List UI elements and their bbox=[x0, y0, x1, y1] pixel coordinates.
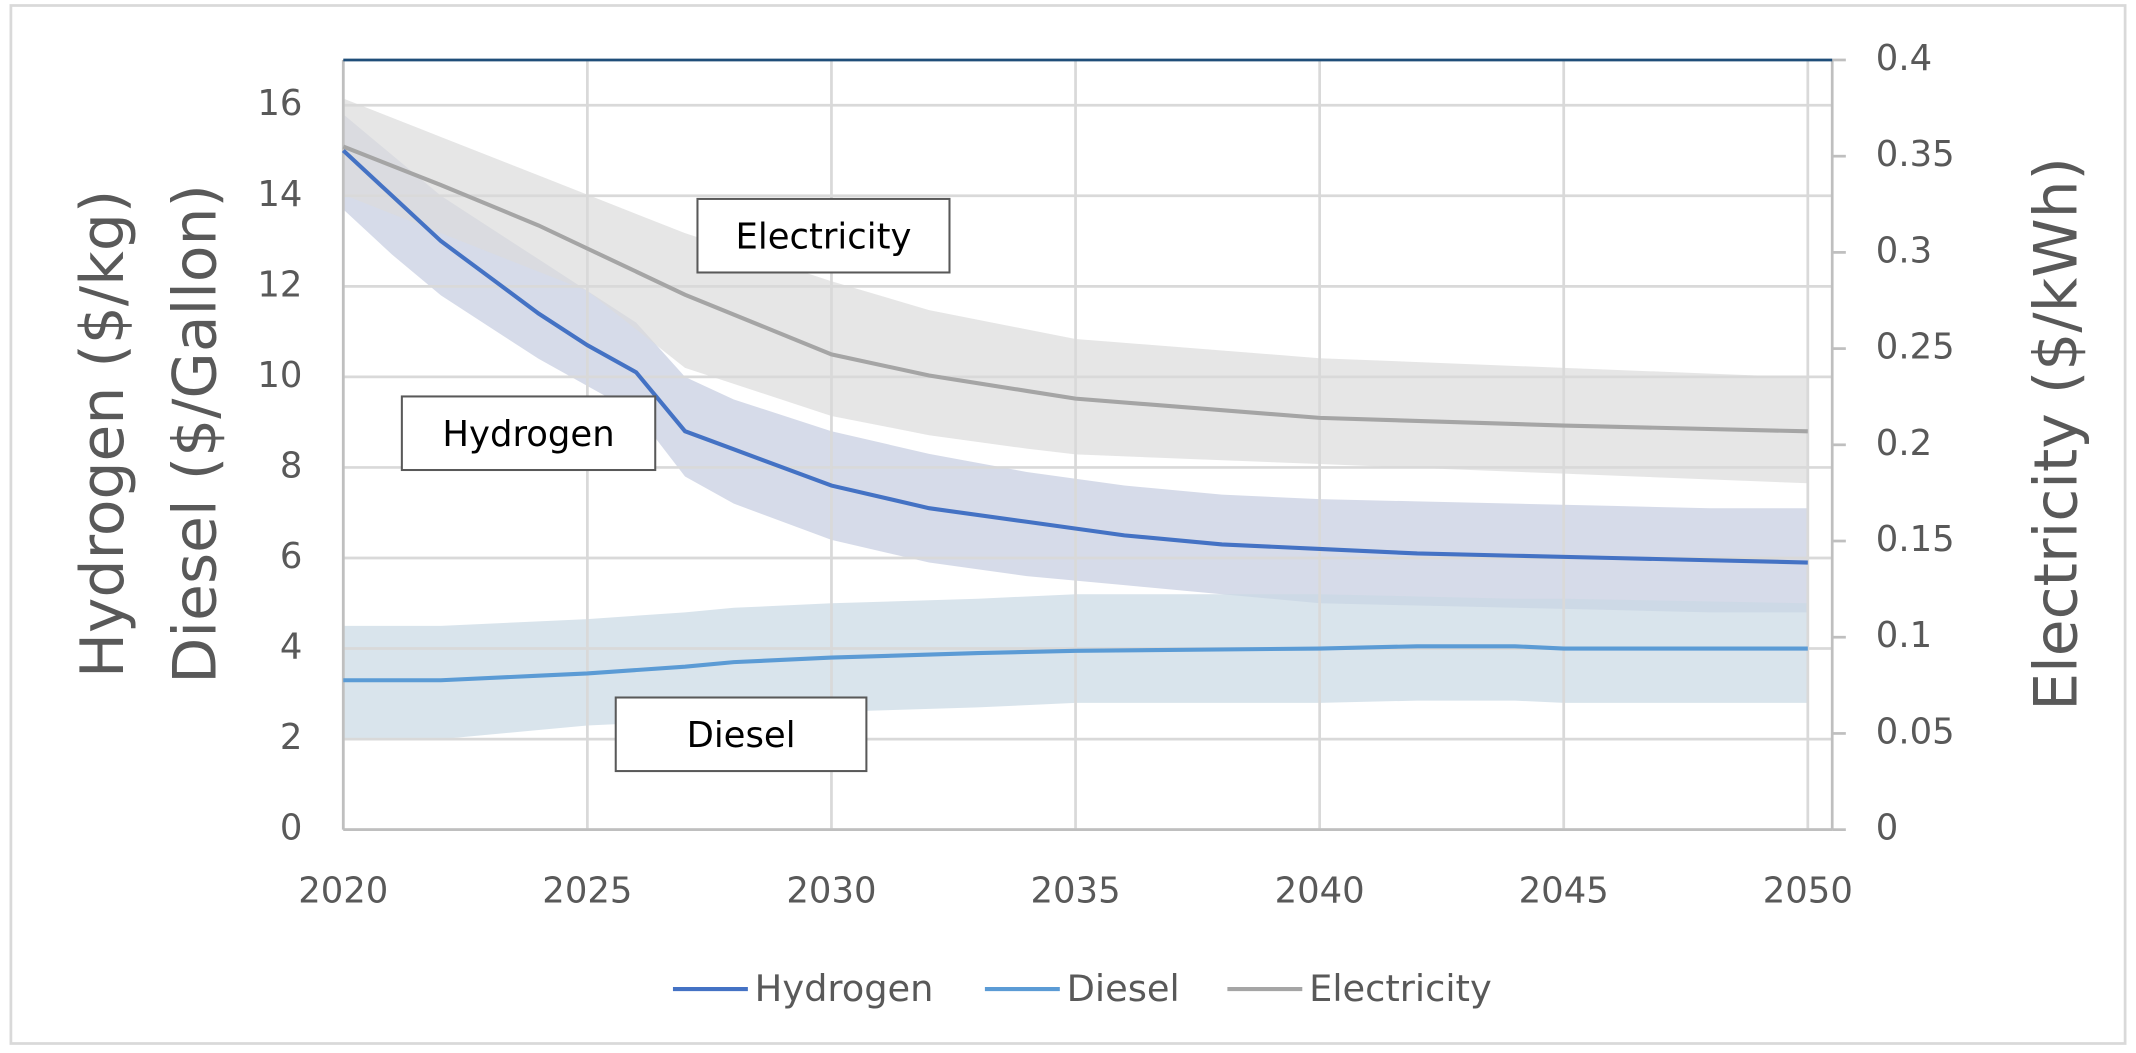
y2-tick-label: 0.3 bbox=[1876, 230, 1932, 271]
x-tick-label: 2040 bbox=[1275, 870, 1365, 911]
y-axis-label: Hydrogen ($/kg) bbox=[68, 190, 138, 678]
series-line bbox=[342, 144, 1808, 434]
y-tick-label: 10 bbox=[257, 355, 302, 396]
annotation-box bbox=[400, 395, 657, 472]
legend-label: Diesel bbox=[1067, 967, 1180, 1010]
x-tick-label: 2045 bbox=[1519, 870, 1609, 911]
y2-tick-label: 0.2 bbox=[1876, 423, 1932, 464]
labels: 0 2 4 6 8 10 12 14 16 0 0.05 0.1 0.15 0.2 0.25 0.3 0.35 0… bbox=[68, 38, 2091, 1010]
y2-axis-label: Electricity ($/kWh) bbox=[2021, 157, 2091, 711]
y-tick-label: 8 bbox=[280, 445, 303, 486]
annotation: Diesel bbox=[687, 715, 796, 756]
y-tick-label: 14 bbox=[257, 174, 302, 215]
legend-label: Hydrogen bbox=[755, 967, 934, 1010]
y2-tick-label: 0.1 bbox=[1876, 615, 1932, 656]
y-tick-label: 2 bbox=[280, 717, 303, 758]
y-axis-label: Diesel ($/Gallon) bbox=[160, 184, 230, 684]
annotation-box bbox=[614, 696, 868, 773]
y-tick-label: 0 bbox=[280, 808, 303, 849]
y-tick-label: 6 bbox=[280, 536, 303, 577]
y-tick-label: 16 bbox=[257, 83, 302, 124]
x-tick-label: 2030 bbox=[786, 870, 876, 911]
y-tick-label: 12 bbox=[257, 264, 302, 305]
series-line bbox=[341, 149, 1808, 565]
y2-tick-label: 0.15 bbox=[1876, 519, 1955, 560]
range-band bbox=[343, 114, 1808, 613]
lines bbox=[341, 144, 1808, 683]
y-tick-label: 4 bbox=[280, 627, 303, 668]
x-tick-label: 2035 bbox=[1030, 870, 1120, 911]
x-tick-label: 2025 bbox=[542, 870, 632, 911]
range-band bbox=[343, 98, 1808, 484]
annotation-box bbox=[696, 197, 951, 274]
legend-label: Electricity bbox=[1309, 967, 1492, 1010]
y2-tick-label: 0.05 bbox=[1876, 711, 1955, 752]
annotation: Hydrogen bbox=[442, 414, 614, 455]
series-line bbox=[343, 644, 1808, 683]
y2-tick-label: 0 bbox=[1876, 808, 1899, 849]
y2-tick-label: 0.25 bbox=[1876, 327, 1955, 368]
x-tick-label: 2050 bbox=[1763, 870, 1853, 911]
annotation: Electricity bbox=[736, 216, 912, 257]
x-tick-label: 2020 bbox=[298, 870, 388, 911]
y2-tick-label: 0.4 bbox=[1876, 38, 1932, 79]
y2-tick-label: 0.35 bbox=[1876, 134, 1955, 175]
